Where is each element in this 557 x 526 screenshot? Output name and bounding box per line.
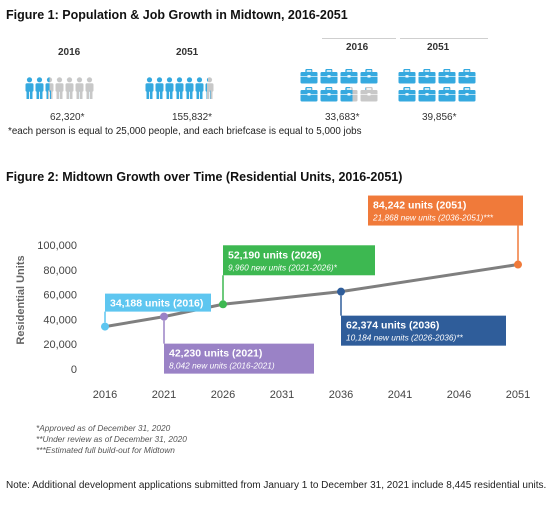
person-icon bbox=[55, 77, 64, 99]
jobs-2016-rule bbox=[322, 38, 396, 39]
x-tick-label: 2031 bbox=[270, 389, 294, 401]
x-tick-label: 2036 bbox=[329, 389, 353, 401]
person-icon bbox=[155, 77, 164, 99]
briefcase-icon bbox=[300, 69, 318, 84]
briefcase-icon bbox=[360, 69, 378, 84]
x-tick-label: 2041 bbox=[388, 389, 412, 401]
y-tick-label: 40,000 bbox=[43, 314, 77, 326]
jobs-2051-value: 39,856* bbox=[422, 112, 457, 123]
briefcase-icon bbox=[340, 69, 358, 84]
y-tick-label: 20,000 bbox=[43, 339, 77, 351]
y-tick-label: 60,000 bbox=[43, 290, 77, 302]
briefcase-icon bbox=[300, 87, 318, 102]
person-icon bbox=[85, 77, 94, 99]
y-axis-label: Residential Units bbox=[15, 255, 27, 344]
chart-notes: *Approved as of December 31, 2020 **Unde… bbox=[36, 423, 187, 456]
data-point bbox=[337, 287, 345, 296]
jobs-2016-icons bbox=[300, 69, 380, 102]
briefcase-icon bbox=[418, 69, 436, 84]
person-icon bbox=[195, 77, 204, 99]
briefcase-icon bbox=[458, 69, 476, 84]
data-point bbox=[101, 322, 109, 331]
callout-subtitle: 10,184 new units (2026-2036)** bbox=[346, 333, 463, 343]
person-icon bbox=[35, 77, 44, 99]
callout-subtitle: 9,960 new units (2021-2026)* bbox=[228, 262, 338, 272]
bottom-note: Note: Additional development application… bbox=[6, 480, 547, 491]
figure1-title: Figure 1: Population & Job Growth in Mid… bbox=[6, 8, 348, 22]
briefcase-icon bbox=[438, 87, 456, 102]
person-icon bbox=[165, 77, 174, 99]
data-point bbox=[219, 300, 227, 309]
jobs-2016-year: 2016 bbox=[346, 42, 369, 53]
callout-subtitle: 21,868 new units (2036-2051)*** bbox=[372, 213, 494, 223]
x-tick-label: 2051 bbox=[506, 389, 530, 401]
briefcase-icon bbox=[398, 69, 416, 84]
note-approved: *Approved as of December 31, 2020 bbox=[36, 423, 171, 433]
briefcase-icon bbox=[320, 87, 338, 102]
callout-box bbox=[105, 293, 211, 312]
briefcase-icon bbox=[418, 87, 436, 102]
figure1-footnote: *each person is equal to 25,000 people, … bbox=[8, 126, 362, 137]
briefcase-icon bbox=[458, 87, 476, 102]
callout-box bbox=[368, 195, 523, 226]
briefcase-icon bbox=[360, 87, 378, 102]
person-icon bbox=[65, 77, 74, 99]
person-icon bbox=[25, 77, 34, 99]
pop-2016-year: 2016 bbox=[58, 47, 81, 58]
callout-title: 34,188 units (2016) bbox=[110, 298, 203, 310]
person-icon bbox=[175, 77, 184, 99]
callout-title: 62,374 units (2036) bbox=[346, 320, 439, 332]
growth-line-chart: Residential Units 0 20,000 40,000 60,000 80,… bbox=[15, 195, 530, 401]
callout-box bbox=[164, 343, 314, 374]
briefcase-icon bbox=[398, 87, 416, 102]
callout-box bbox=[223, 245, 375, 276]
data-point bbox=[514, 260, 522, 269]
population-2051-icons bbox=[145, 77, 214, 99]
y-tick-label: 80,000 bbox=[43, 265, 77, 277]
person-icon bbox=[145, 77, 154, 99]
pop-2051-year: 2051 bbox=[176, 47, 199, 58]
figure2-title: Figure 2: Midtown Growth over Time (Resi… bbox=[6, 170, 403, 184]
callout-subtitle: 8,042 new units (2016-2021) bbox=[169, 361, 275, 371]
jobs-2051-icons bbox=[398, 69, 478, 102]
callout-title: 42,230 units (2021) bbox=[169, 348, 262, 360]
briefcase-icon bbox=[340, 87, 358, 102]
person-icon bbox=[185, 77, 194, 99]
person-icon bbox=[205, 77, 214, 99]
x-tick-label: 2026 bbox=[211, 389, 235, 401]
pop-2051-value: 155,832* bbox=[172, 112, 213, 123]
jobs-2051-year: 2051 bbox=[427, 42, 450, 53]
jobs-2051-rule bbox=[400, 38, 488, 39]
person-icon bbox=[45, 77, 54, 99]
population-2016-icons bbox=[25, 77, 94, 99]
jobs-2016-value: 33,683* bbox=[325, 112, 360, 123]
briefcase-icon bbox=[320, 69, 338, 84]
callout-title: 84,242 units (2051) bbox=[373, 200, 466, 212]
x-tick-label: 2046 bbox=[447, 389, 471, 401]
callout-title: 52,190 units (2026) bbox=[228, 249, 321, 261]
y-tick-label: 0 bbox=[71, 364, 77, 376]
note-under-review: **Under review as of December 31, 2020 bbox=[36, 434, 187, 444]
briefcase-icon bbox=[438, 69, 456, 84]
data-point bbox=[160, 312, 168, 321]
pop-2016-value: 62,320* bbox=[50, 112, 85, 123]
person-icon bbox=[75, 77, 84, 99]
note-estimated: ***Estimated full build-out for Midtown bbox=[36, 445, 175, 455]
callout-box bbox=[341, 315, 506, 346]
x-tick-label: 2016 bbox=[93, 389, 117, 401]
x-tick-label: 2021 bbox=[152, 389, 176, 401]
y-tick-label: 100,000 bbox=[37, 240, 77, 252]
